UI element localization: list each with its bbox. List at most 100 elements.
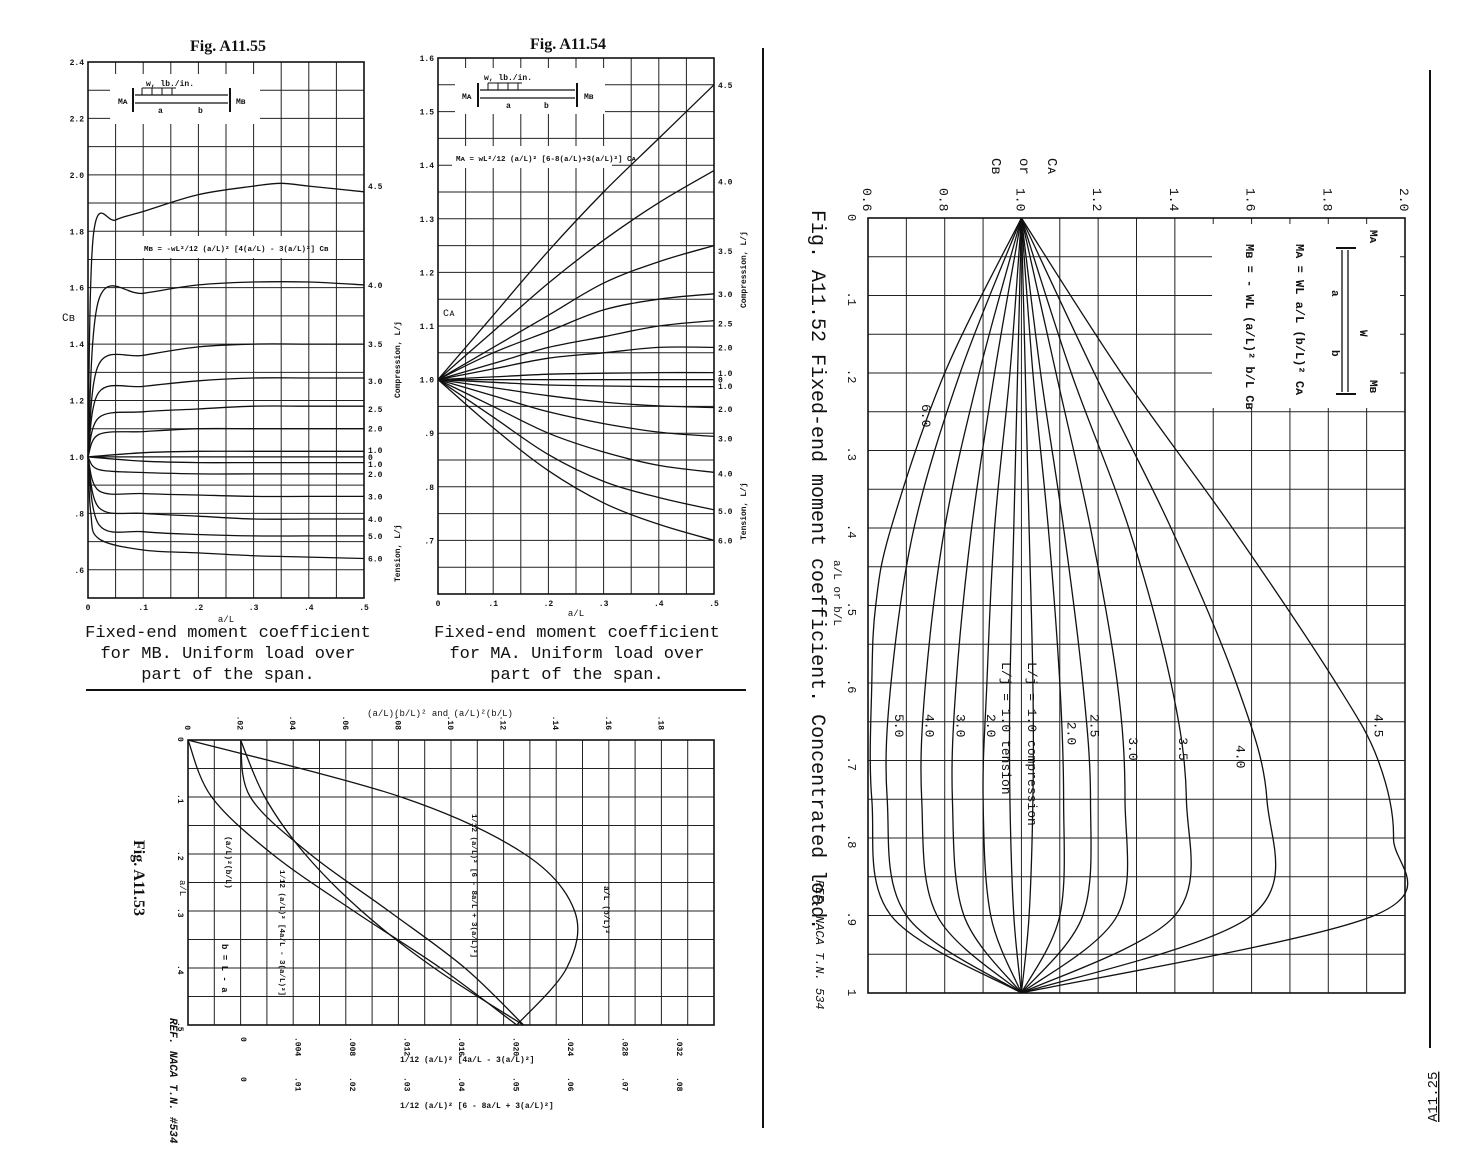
fig52-cvalue-ticks: 0.6 0.8 1.0 1.2 1.4 1.6 1.8 2.0 (859, 188, 1411, 212)
fig54-b-label: b (544, 102, 549, 111)
ratio-tick-label: 0 (844, 214, 858, 221)
curve-3-5 (87, 343, 364, 457)
fig53-note: b = L - a (219, 944, 229, 993)
y-tick-label: 2.0 (70, 172, 85, 181)
x-tick-label: .3 (599, 600, 609, 609)
curve-52 (1020, 217, 1409, 994)
curve-53 (187, 739, 579, 1026)
curve-end-label: 2.0 (718, 344, 733, 353)
curve-52 (1020, 217, 1035, 994)
fig53-curve-label-4: 1/12 (a/L)² [6 - 8a/L + 3(a/L)²] (469, 814, 478, 958)
x-tick-label: .02 (235, 716, 244, 731)
fig53-frame (187, 739, 715, 1026)
fig52-a-label: a (1328, 290, 1340, 297)
fig55-caption-2: for MB. Uniform load over (100, 645, 355, 664)
y-tick-label: .8 (74, 510, 84, 519)
fig54-caption-3: part of the span. (490, 666, 663, 685)
fig53-top-label: (a/L)(b/L)² and (a/L)²(b/L) (367, 709, 513, 719)
bottom-tick-label: .032 (674, 1037, 683, 1056)
y-tick-label: 1.5 (420, 109, 435, 118)
fig54-ma-label: Mᴀ (462, 93, 472, 102)
curve-end-label: 4.0 (718, 470, 733, 479)
curve-end-label: 4.0 (368, 516, 383, 525)
curve-value-label: 2.0 (983, 714, 998, 737)
curve-53 (239, 739, 525, 1026)
fig52-curve-labels: 4.5 4.0 3.5 3.0 2.5 2.0 2.0 3.0 4.0 5.0 6.0 (891, 404, 1385, 768)
x-tick-label: .1 (488, 600, 498, 609)
curve-value-label: 4.0 (922, 714, 937, 737)
fig53-curve-label-3: 1/12 (a/L)² [4a/L - 3(a/L)²] (277, 870, 286, 996)
ratio-tick-label: .6 (844, 679, 858, 693)
fig53-bottom-label-1: 1/12 (a/L)² [4a/L - 3(a/L)²] (400, 1056, 534, 1065)
fig54-caption-2: for MA. Uniform load over (449, 645, 704, 664)
fig54-ylabel: Cᴀ (443, 309, 455, 320)
x-tick-label: .1 (138, 604, 148, 613)
ratio-tick-label: .2 (844, 369, 858, 383)
curve-52 (869, 217, 1022, 994)
curve-end-label: 1.0 (718, 383, 733, 392)
curve-52 (1020, 217, 1065, 994)
y-tick-label: .8 (424, 484, 434, 493)
c-tick-label: 1.6 (1243, 188, 1258, 211)
fig52-ylabel-or: or (1015, 158, 1031, 175)
fig52-chart: 0.6 0.8 1.0 1.2 1.4 1.6 1.8 2.0 0.1.2.3.4.5.6.7… (805, 158, 1411, 1010)
curve-2-5 (437, 319, 715, 381)
curve-52 (1008, 217, 1023, 994)
fig55-caption-1: Fixed-end moment coefficient (85, 624, 371, 643)
curve-end-label: 1.0 (368, 461, 383, 470)
y-tick-label: 1.4 (70, 341, 85, 350)
fig55-xlabel: a/L (218, 615, 234, 625)
curve-4-0-tension (87, 456, 364, 520)
fig55-curves (87, 182, 365, 560)
fig55-y-ticks: .6 .8 1.0 1.2 1.4 1.6 1.8 2.0 2.2 2.4 (70, 59, 85, 576)
curve-2-5 (87, 405, 364, 458)
curve-value-label: 5.0 (891, 714, 906, 737)
curve-52 (1020, 217, 1192, 994)
y-tick-label: .4 (175, 965, 184, 975)
y-tick-label: .7 (424, 537, 434, 546)
fig55-x-ticks: 0 .1 .2 .3 .4 .5 (86, 604, 369, 613)
fig55-equation: Mʙ = -wL²/12 (a/L)² [4(a/L) - 3(a/L)²] C… (144, 245, 329, 254)
bottom-tick-label: .02 (347, 1077, 356, 1092)
bottom-tick-label: .01 (293, 1077, 302, 1092)
fig54-compression-label: Compression, L/j (740, 231, 749, 308)
curve-end-label: 5.0 (368, 533, 383, 542)
x-tick-label: 0 (182, 725, 191, 730)
curve-end-label: 1.0 (368, 447, 383, 456)
ratio-tick-label: .9 (844, 912, 858, 926)
curve-value-label: 2.5 (1087, 714, 1102, 737)
c-tick-label: 0.8 (936, 188, 951, 211)
curve-52 (951, 217, 1023, 994)
curve-4-5 (437, 84, 715, 381)
bottom-tick-label: 0 (238, 1037, 247, 1042)
fig52-mb-label: Mʙ (1366, 380, 1378, 394)
y-tick-label: 1.2 (70, 398, 85, 407)
fig54-a-label: a (506, 102, 511, 111)
c-tick-label: 1.0 (1012, 188, 1027, 211)
curve-end-label: 3.5 (368, 341, 383, 350)
bottom-tick-label: .03 (402, 1077, 411, 1092)
ratio-tick-label: .5 (844, 602, 858, 616)
c-tick-label: 1.2 (1089, 188, 1104, 211)
fig55-b-label: b (198, 107, 203, 116)
c-tick-label: 0.6 (859, 188, 874, 211)
curve-end-label: 3.0 (718, 436, 733, 445)
curve-52 (920, 217, 1023, 994)
bottom-tick-label: 0 (238, 1077, 247, 1082)
curve-6-0-tension (87, 456, 365, 560)
fig55-title: Fig. A11.55 (190, 38, 266, 55)
fig55-ma-label: Mᴀ (118, 98, 128, 107)
fig54-x-ticks: 0 .1 .2 .3 .4 .5 (436, 600, 719, 609)
fig54-y-ticks: .7 .8 .9 1.0 1.1 1.2 1.3 1.4 1.5 1.6 (420, 55, 435, 546)
fig52-beam-sketch: Mᴀ a W b Mʙ (1328, 230, 1378, 395)
bottom-tick-label: .08 (674, 1077, 683, 1092)
curve-1-0-tension (437, 378, 715, 388)
fig53-grid (187, 739, 715, 1026)
fig55-ylabel: Cʙ (62, 313, 75, 325)
curve-end-label: 6.0 (718, 537, 733, 546)
x-tick-label: .2 (544, 600, 554, 609)
fig54-mb-label: Mʙ (584, 93, 594, 102)
fig54-load-label: w, lb./in. (484, 74, 532, 83)
curve-end-label: 1.0 (718, 370, 733, 379)
